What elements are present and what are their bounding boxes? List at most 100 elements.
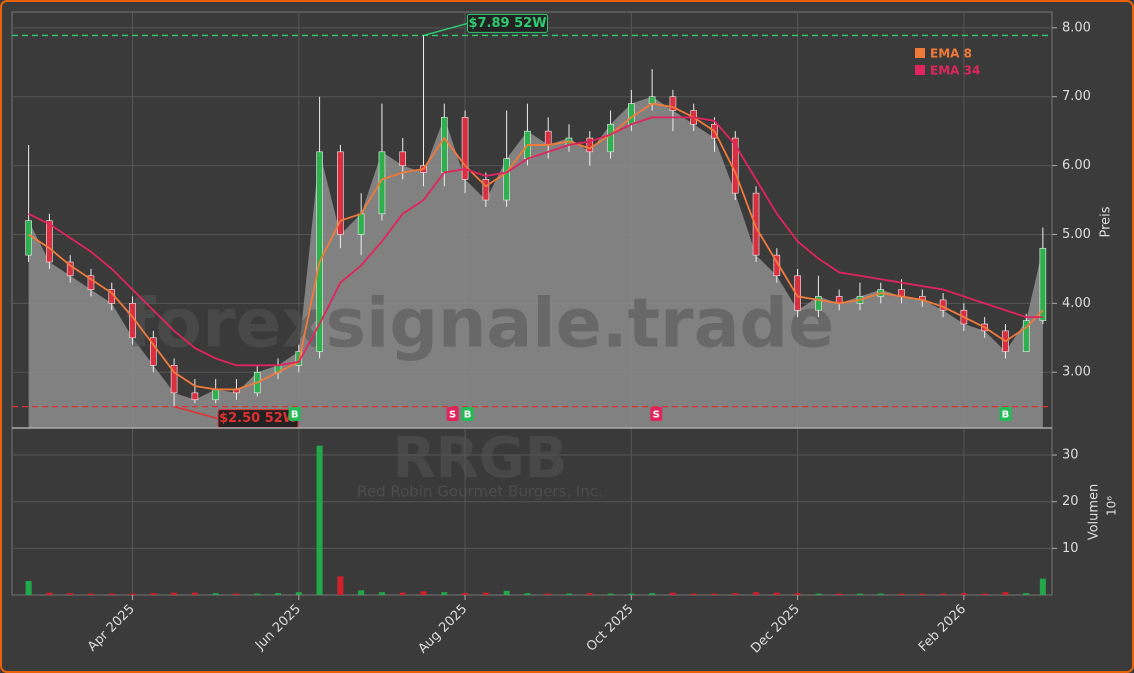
signal-box xyxy=(999,407,1012,421)
volume-bar xyxy=(462,593,469,595)
volume-bar xyxy=(711,593,718,595)
candle-body xyxy=(503,158,510,201)
volume-bar xyxy=(316,445,323,595)
volume-bar xyxy=(898,593,905,595)
candle-body xyxy=(66,261,74,277)
volume-bar xyxy=(254,593,261,595)
legend-label: EMA 8 xyxy=(930,47,972,61)
volume-bar xyxy=(503,590,510,595)
signal-label: S xyxy=(449,410,456,421)
candle-body xyxy=(170,365,178,394)
level-arrow xyxy=(423,22,468,37)
candle-body xyxy=(1039,247,1047,321)
candle-body xyxy=(87,275,95,290)
volume-bar xyxy=(607,593,614,595)
volume-bar xyxy=(1002,592,1009,595)
volume-bar xyxy=(420,591,427,595)
level-label: $2.50 52W xyxy=(219,411,297,426)
candle-body xyxy=(440,117,448,173)
candle-body xyxy=(337,151,344,235)
volume-bar xyxy=(690,593,697,595)
volume-bar xyxy=(1023,593,1030,595)
volume-bar xyxy=(67,593,74,595)
candle-body xyxy=(586,137,594,153)
volume-bar xyxy=(815,593,822,595)
signal-box xyxy=(650,407,663,421)
signal-label: B xyxy=(464,410,472,421)
candle-body xyxy=(191,392,199,401)
signal-box xyxy=(461,407,474,421)
candle-body xyxy=(628,103,635,125)
candle-body xyxy=(669,96,677,111)
y2-tick-label: 10 xyxy=(1062,541,1079,556)
candle-body xyxy=(544,130,552,146)
volume-bar xyxy=(773,592,780,595)
volume-bar xyxy=(275,593,282,595)
volume-bar xyxy=(108,593,115,595)
volume-bar xyxy=(940,593,947,595)
signal-label: S xyxy=(653,410,660,421)
candle-body xyxy=(46,220,53,263)
volume-bar xyxy=(856,593,863,595)
y2-axis-label: Volumen xyxy=(1087,484,1102,541)
volume-bar xyxy=(129,593,136,595)
volume-bar xyxy=(753,592,760,595)
volume-bar xyxy=(669,592,676,595)
volume-bar xyxy=(794,593,801,595)
y-tick-label: 3.00 xyxy=(1062,365,1091,380)
volume-bar xyxy=(981,593,988,595)
volume-bar xyxy=(1039,578,1046,595)
legend-swatch xyxy=(915,48,925,58)
volume-bar xyxy=(441,592,448,595)
volume-bar xyxy=(378,592,385,595)
candle-body xyxy=(399,151,407,166)
y-tick-label: 6.00 xyxy=(1062,158,1091,173)
signal-label: B xyxy=(1002,410,1010,421)
ema-line xyxy=(28,102,1044,391)
volume-bar xyxy=(87,593,94,595)
level-arrow xyxy=(173,405,219,420)
candle-body xyxy=(1022,320,1030,352)
volume-bar xyxy=(877,593,884,595)
volume-bar xyxy=(295,592,302,595)
volume-bar xyxy=(191,592,198,595)
company-watermark: Red Robin Gourmet Burgers, Inc. xyxy=(357,483,603,501)
volume-bar xyxy=(171,592,178,595)
watermark: forexsignale.trade xyxy=(126,285,835,364)
volume-bar xyxy=(960,593,967,595)
candle-body xyxy=(357,213,365,235)
candle-body xyxy=(316,151,323,352)
candle-body xyxy=(648,96,656,104)
volume-bar xyxy=(150,593,157,595)
volume-bar xyxy=(586,593,593,595)
volume-bar xyxy=(919,593,926,595)
candle-body xyxy=(25,220,32,256)
signal-label: B xyxy=(291,410,299,421)
y-tick-label: 8.00 xyxy=(1062,20,1091,35)
level-label-box xyxy=(467,13,549,33)
volume-bar xyxy=(836,593,843,595)
volume-bar xyxy=(649,593,656,595)
candle-body xyxy=(461,117,469,180)
y-axis-label: Preis xyxy=(1099,206,1114,237)
volume-bar xyxy=(524,593,531,595)
candle-body xyxy=(815,296,822,311)
candle-body xyxy=(150,337,157,366)
volume-bar xyxy=(545,593,552,595)
candle-body xyxy=(607,123,614,153)
y2-tick-label: 30 xyxy=(1062,448,1079,463)
legend-swatch xyxy=(915,65,925,75)
y2-tick-label: 20 xyxy=(1062,494,1079,509)
legend-label: EMA 34 xyxy=(930,64,980,78)
volume-bar xyxy=(358,590,365,595)
signal-box xyxy=(288,407,301,421)
y-tick-label: 4.00 xyxy=(1062,296,1091,311)
volume-bar xyxy=(399,592,406,595)
signal-box xyxy=(446,407,459,421)
volume-bar xyxy=(482,592,489,595)
ema-line xyxy=(28,116,1043,367)
volume-bar xyxy=(628,593,635,595)
level-label: $7.89 52W xyxy=(468,16,546,31)
candle-body xyxy=(752,192,760,256)
